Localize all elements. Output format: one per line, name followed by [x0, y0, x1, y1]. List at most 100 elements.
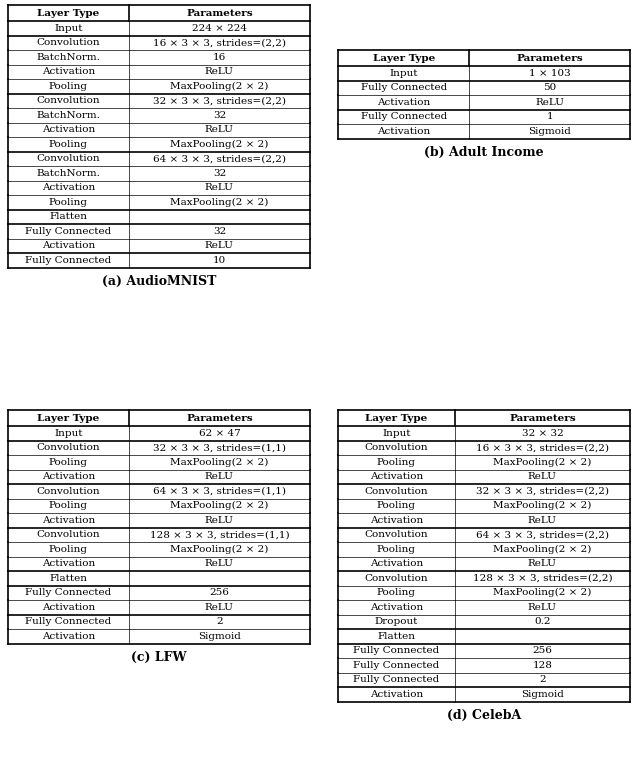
Text: 1 × 103: 1 × 103 — [529, 69, 571, 78]
Text: 128: 128 — [532, 661, 552, 670]
Text: MaxPooling(2 × 2): MaxPooling(2 × 2) — [493, 501, 591, 510]
Text: Activation: Activation — [42, 125, 95, 134]
Text: 32 × 3 × 3, strides=(2,2): 32 × 3 × 3, strides=(2,2) — [153, 96, 286, 105]
Text: BatchNorm.: BatchNorm. — [36, 169, 100, 178]
Text: Convolution: Convolution — [365, 487, 428, 495]
Text: Convolution: Convolution — [365, 443, 428, 452]
Text: Fully Connected: Fully Connected — [25, 588, 111, 597]
Text: Parameters: Parameters — [516, 53, 583, 63]
Text: Pooling: Pooling — [377, 545, 416, 554]
Text: MaxPooling(2 × 2): MaxPooling(2 × 2) — [170, 82, 269, 91]
Text: Pooling: Pooling — [49, 501, 88, 510]
Text: MaxPooling(2 × 2): MaxPooling(2 × 2) — [170, 140, 269, 149]
Text: MaxPooling(2 × 2): MaxPooling(2 × 2) — [170, 198, 269, 207]
Text: Activation: Activation — [42, 516, 95, 524]
Text: Parameters: Parameters — [186, 9, 253, 17]
Text: MaxPooling(2 × 2): MaxPooling(2 × 2) — [170, 458, 269, 466]
Text: 32: 32 — [212, 227, 226, 236]
Text: Input: Input — [54, 24, 83, 33]
Text: Fully Connected: Fully Connected — [25, 227, 111, 236]
Text: 128 × 3 × 3, strides=(1,1): 128 × 3 × 3, strides=(1,1) — [150, 530, 289, 539]
Text: ReLU: ReLU — [205, 183, 234, 192]
Text: Sigmoid: Sigmoid — [528, 127, 571, 136]
Text: ReLU: ReLU — [528, 559, 557, 568]
Text: (a) AudioMNIST: (a) AudioMNIST — [102, 275, 216, 288]
Text: Layer Type: Layer Type — [372, 53, 435, 63]
Text: Fully Connected: Fully Connected — [360, 83, 447, 93]
Text: 1: 1 — [547, 112, 553, 122]
Text: 32 × 3 × 3, strides=(2,2): 32 × 3 × 3, strides=(2,2) — [476, 487, 609, 495]
Text: Activation: Activation — [42, 472, 95, 481]
Text: Pooling: Pooling — [49, 140, 88, 149]
Text: ReLU: ReLU — [528, 516, 557, 524]
Text: 32: 32 — [212, 169, 226, 178]
Text: 128 × 3 × 3, strides=(2,2): 128 × 3 × 3, strides=(2,2) — [472, 574, 612, 583]
Text: Activation: Activation — [370, 603, 423, 612]
Text: Pooling: Pooling — [377, 501, 416, 510]
Text: Activation: Activation — [370, 516, 423, 524]
Text: Activation: Activation — [370, 559, 423, 568]
Text: 62 × 47: 62 × 47 — [198, 429, 240, 437]
Text: MaxPooling(2 × 2): MaxPooling(2 × 2) — [493, 588, 591, 597]
Text: ReLU: ReLU — [205, 125, 234, 134]
Text: (d) CelebA: (d) CelebA — [447, 709, 521, 722]
Text: Activation: Activation — [370, 690, 423, 699]
Text: 16 × 3 × 3, strides=(2,2): 16 × 3 × 3, strides=(2,2) — [476, 443, 609, 452]
Text: BatchNorm.: BatchNorm. — [36, 111, 100, 120]
Text: Input: Input — [54, 429, 83, 437]
Text: Layer Type: Layer Type — [365, 413, 428, 423]
Text: Flatten: Flatten — [378, 632, 415, 641]
Text: Sigmoid: Sigmoid — [521, 690, 564, 699]
Text: MaxPooling(2 × 2): MaxPooling(2 × 2) — [493, 458, 591, 466]
Text: 224 × 224: 224 × 224 — [192, 24, 247, 33]
Text: 50: 50 — [543, 83, 556, 93]
Text: 64 × 3 × 3, strides=(2,2): 64 × 3 × 3, strides=(2,2) — [476, 530, 609, 539]
Text: Activation: Activation — [370, 472, 423, 481]
Text: Parameters: Parameters — [509, 413, 576, 423]
Text: ReLU: ReLU — [205, 516, 234, 524]
Text: Convolution: Convolution — [36, 38, 100, 47]
Text: Activation: Activation — [377, 98, 430, 107]
Text: Fully Connected: Fully Connected — [25, 256, 111, 265]
Text: ReLU: ReLU — [535, 98, 564, 107]
Text: MaxPooling(2 × 2): MaxPooling(2 × 2) — [170, 545, 269, 554]
Text: Parameters: Parameters — [186, 413, 253, 423]
Text: ReLU: ReLU — [205, 67, 234, 76]
Text: 32: 32 — [212, 111, 226, 120]
Text: Sigmoid: Sigmoid — [198, 632, 241, 641]
Text: Convolution: Convolution — [365, 530, 428, 539]
Text: Fully Connected: Fully Connected — [25, 617, 111, 626]
Text: Pooling: Pooling — [49, 545, 88, 554]
Text: 10: 10 — [212, 256, 226, 265]
Text: Activation: Activation — [42, 183, 95, 192]
Text: Activation: Activation — [42, 603, 95, 612]
Text: Fully Connected: Fully Connected — [360, 112, 447, 122]
Text: Activation: Activation — [42, 559, 95, 568]
Text: Convolution: Convolution — [36, 487, 100, 495]
Text: Pooling: Pooling — [377, 588, 416, 597]
Text: Convolution: Convolution — [36, 154, 100, 163]
Text: Pooling: Pooling — [377, 458, 416, 466]
Text: 2: 2 — [216, 617, 223, 626]
Text: Activation: Activation — [42, 241, 95, 250]
Text: 32 × 32: 32 × 32 — [522, 429, 563, 437]
Text: Fully Connected: Fully Connected — [353, 646, 440, 655]
Text: Convolution: Convolution — [36, 96, 100, 105]
Text: BatchNorm.: BatchNorm. — [36, 53, 100, 62]
Text: Activation: Activation — [377, 127, 430, 136]
Text: Fully Connected: Fully Connected — [353, 675, 440, 684]
Text: 64 × 3 × 3, strides=(1,1): 64 × 3 × 3, strides=(1,1) — [153, 487, 286, 495]
Text: 2: 2 — [539, 675, 546, 684]
Text: 16 × 3 × 3, strides=(2,2): 16 × 3 × 3, strides=(2,2) — [153, 38, 286, 47]
Text: Convolution: Convolution — [36, 443, 100, 452]
Text: Pooling: Pooling — [49, 458, 88, 466]
Text: ReLU: ReLU — [528, 603, 557, 612]
Text: (b) Adult Income: (b) Adult Income — [424, 146, 544, 159]
Text: Convolution: Convolution — [36, 530, 100, 539]
Text: Flatten: Flatten — [49, 212, 88, 221]
Text: 64 × 3 × 3, strides=(2,2): 64 × 3 × 3, strides=(2,2) — [153, 154, 286, 163]
Text: Input: Input — [382, 429, 411, 437]
Text: ReLU: ReLU — [205, 603, 234, 612]
Text: ReLU: ReLU — [205, 472, 234, 481]
Text: 16: 16 — [212, 53, 226, 62]
